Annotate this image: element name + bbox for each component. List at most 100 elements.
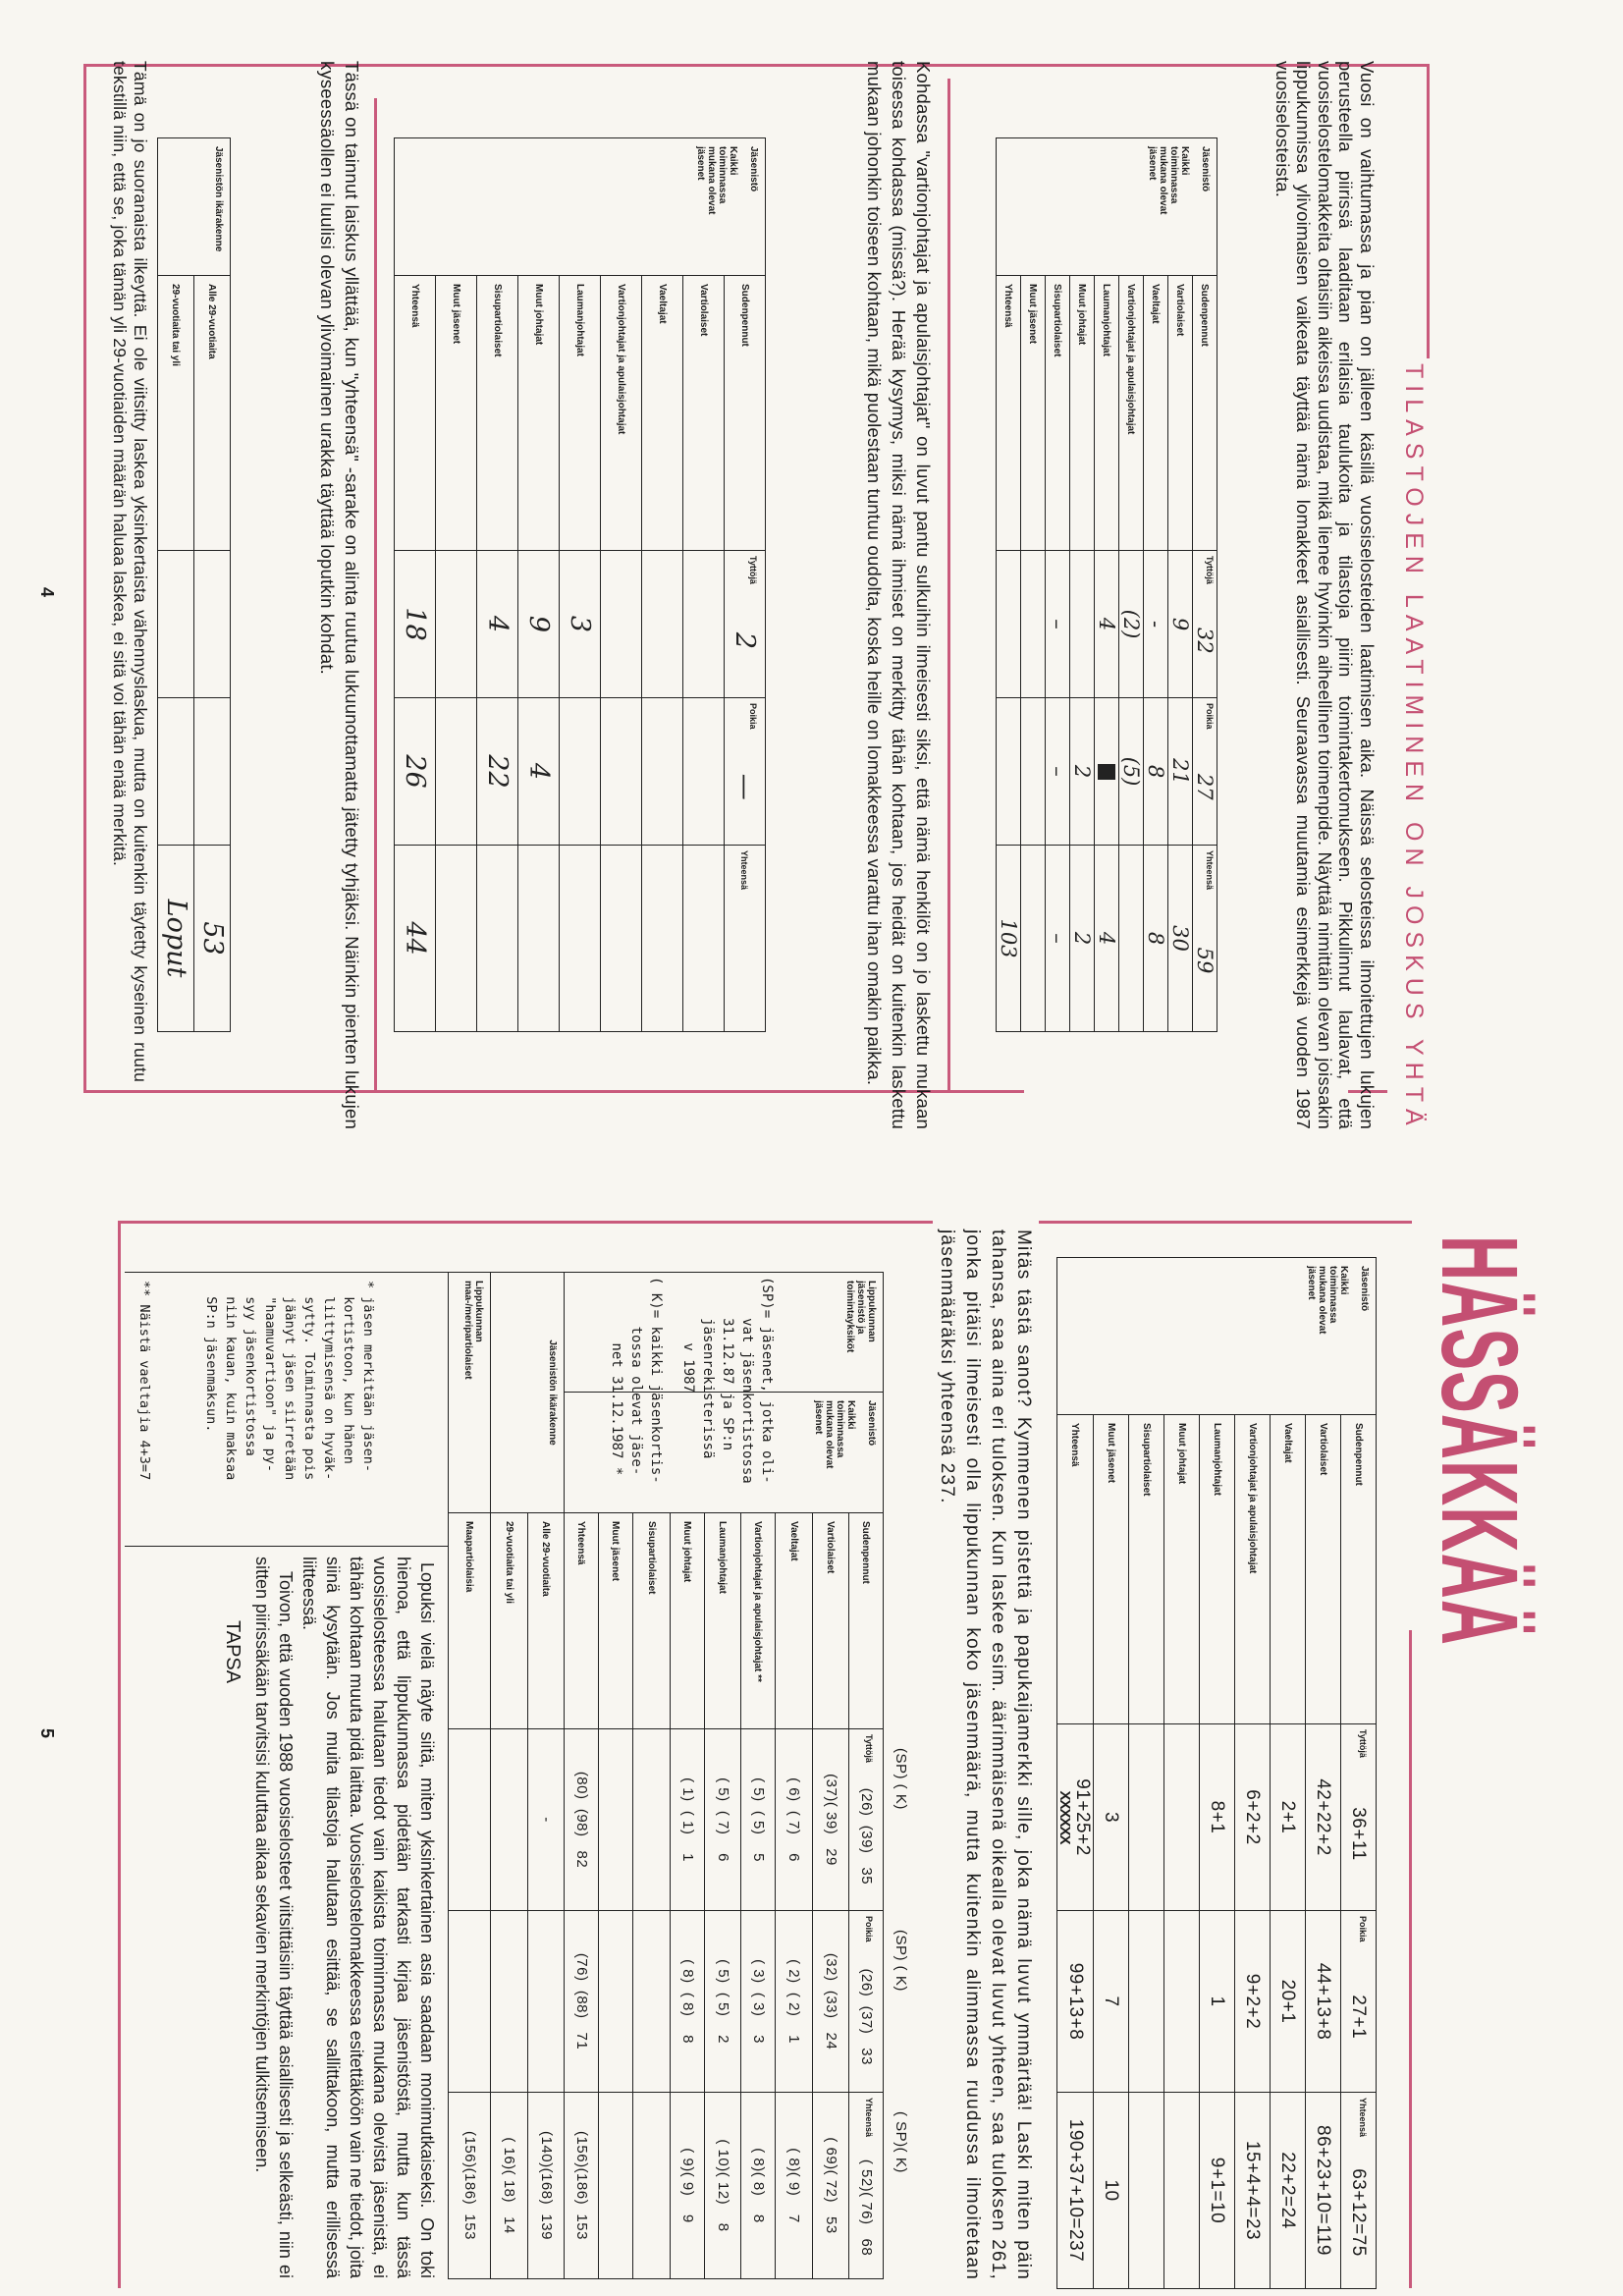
- article-subtitle: HÄSSÄKKÄÄ: [1419, 1235, 1540, 1647]
- cell-value: 1: [1207, 1995, 1228, 2007]
- row-label: Muut johtajat: [517, 275, 560, 551]
- value-cell: [490, 1728, 528, 1911]
- value-cell: 26: [394, 697, 436, 846]
- cell-value: 86+23+10=119: [1313, 2125, 1334, 2256]
- row-label: Sudenpennut: [1340, 1414, 1377, 1724]
- cell-value: ( 8) ( 8) 8: [679, 1959, 696, 2044]
- cell-value: 30: [1168, 925, 1193, 952]
- value-cell: 2+1: [1270, 1723, 1306, 1911]
- row-label: Laumanjohtajat: [1199, 1414, 1235, 1724]
- page-number: 4: [37, 587, 57, 598]
- cell-value: (140)(168) 139: [538, 2131, 555, 2240]
- value-cell: 42+22+2: [1305, 1723, 1341, 1911]
- value-cell: [435, 697, 477, 846]
- cell-value: 22: [482, 754, 514, 789]
- cell-value: 4: [1095, 617, 1119, 631]
- group-title: Jäsenistö: [866, 1400, 877, 1447]
- cell-value: 53: [197, 921, 228, 956]
- cell-value: 6+2+2: [1242, 1789, 1264, 1845]
- column-header: Tyttöjä: [864, 1734, 874, 1763]
- cell-value: 2+1: [1277, 1800, 1299, 1834]
- column-header: Yhteensä: [864, 2098, 874, 2138]
- value-cell: [632, 2092, 671, 2279]
- row-label: Vartionjohtajat ja apulaisjohtajat: [1234, 1414, 1271, 1724]
- value-cell: ( 5) ( 7) 6: [704, 1728, 741, 1911]
- value-cell: [193, 697, 231, 846]
- cell-value: —: [730, 773, 761, 800]
- column-marker: ( SP)( K): [893, 2111, 909, 2173]
- value-cell: 3: [559, 550, 601, 698]
- cell-value: (32) (33) 24: [823, 1952, 839, 2050]
- cell-value: 2: [1070, 931, 1095, 946]
- row-label: Muut jäsenet: [598, 1512, 633, 1729]
- value-cell: ( 5) ( 5) 2: [704, 1910, 741, 2093]
- value-cell: 9+1=10: [1199, 2092, 1235, 2289]
- cell-value: –: [1046, 933, 1070, 944]
- value-cell: (76) (88) 71: [564, 1910, 599, 2093]
- group-title: Jäsenistön ikärakenne: [213, 146, 224, 252]
- cell-value: 2: [1070, 764, 1095, 779]
- value-cell: Poikia 27: [1192, 697, 1217, 846]
- cell-value: ( 5) ( 7) 6: [715, 1777, 731, 1862]
- cell-value: 4: [482, 615, 514, 633]
- value-cell: [193, 550, 231, 698]
- article-title: TILASTOJEN LAATIMINEN ON JOSKUS YHTÄ: [1400, 363, 1428, 1132]
- closing-paragraph-1: Lopuksi vielä näyte siitä, miten yksinke…: [299, 1557, 437, 2278]
- cell-value: -: [1144, 620, 1168, 629]
- row-label: 29-vuotiaita tai yli: [490, 1512, 528, 1729]
- value-cell: –: [1045, 697, 1070, 846]
- value-cell: Yhteensä: [724, 845, 766, 1032]
- value-cell: [600, 697, 642, 846]
- value-cell: ( 1) ( 1) 1: [670, 1728, 705, 1911]
- cell-value: 42+22+2: [1313, 1778, 1334, 1856]
- cell-value: 27+1: [1348, 1995, 1370, 2040]
- value-cell: 9+2+2: [1234, 1910, 1271, 2093]
- value-cell: ( 6) ( 7) 6: [775, 1728, 813, 1911]
- value-cell: 91+25+2 XXXXXX: [1056, 1723, 1094, 1911]
- value-cell: ( 8)( 8) 8: [740, 2092, 776, 2279]
- cell-value: 99+13+8: [1065, 1962, 1086, 2041]
- value-cell: 1: [1199, 1910, 1235, 2093]
- cell-value: 9: [523, 615, 555, 633]
- page-number: 5: [37, 1728, 57, 1739]
- cell-value: 63+12=75: [1348, 2168, 1370, 2257]
- value-cell: [157, 697, 194, 846]
- sp-definition-note: (SP)= jäsenet, jotka oli- vat jäsenkorti…: [680, 1277, 775, 1484]
- comment-paragraph-4: Mitäs tästä sanot? Kymmenen pistettä ja …: [937, 1230, 1034, 2280]
- cell-value: (5): [1119, 756, 1144, 787]
- row-label: Sudenpennut: [724, 275, 766, 551]
- footnote-box: * jäsen merkitään jäsen- kortistoon, kun…: [125, 1272, 449, 1547]
- value-cell: 8: [1143, 697, 1168, 846]
- value-cell: [559, 697, 601, 846]
- row-label: Vartiolaiset: [682, 275, 725, 551]
- value-cell: ( 9)( 9) 9: [670, 2092, 705, 2279]
- value-cell: [490, 1910, 528, 2093]
- value-cell: Loput: [157, 845, 194, 1032]
- cell-value: 36+11: [1348, 1807, 1370, 1861]
- cell-value: 91+25+2: [1072, 1778, 1093, 1856]
- value-cell: [559, 845, 601, 1032]
- row-label: Sudenpennut: [848, 1512, 884, 1729]
- cell-value: 3: [565, 615, 596, 633]
- comment-paragraph-3: Tämä on jo suoranaista ilkeyttä. Ei ole …: [110, 61, 150, 1082]
- group-title: Jäsenistö: [1200, 146, 1211, 192]
- cell-value: ( 8)( 8) 8: [750, 2148, 767, 2223]
- value-cell: [1163, 1910, 1200, 2093]
- table-row: Jäsenistö Kaikki toiminnassa mukana oleva…: [996, 137, 1217, 1032]
- column-header: Poikia: [864, 1916, 874, 1942]
- sea-scouts-title: Lippukunnan maa-/meripartiolaiset: [462, 1281, 484, 1380]
- row-label: Alle 29-vuotiaita: [193, 275, 231, 551]
- value-cell: Poikia (26) (37) 33: [848, 1910, 884, 2093]
- cell-value: 9: [1168, 617, 1193, 631]
- cell-value: 9+1=10: [1207, 2157, 1228, 2224]
- value-cell: [632, 1728, 671, 1911]
- struck-out-value: XXXXXX: [1056, 1790, 1073, 1844]
- cell-value: ( 3) ( 3) 3: [750, 1959, 767, 2044]
- value-cell: [448, 1728, 491, 1911]
- value-cell: Tyttöjä 36+11: [1340, 1723, 1377, 1911]
- age-group-title: Jäsenistön ikärakenne: [547, 1339, 558, 1446]
- value-cell: 2: [1069, 697, 1095, 846]
- row-label: Yhteensä: [564, 1512, 599, 1729]
- row-label: Laumanjohtajat: [1094, 275, 1119, 551]
